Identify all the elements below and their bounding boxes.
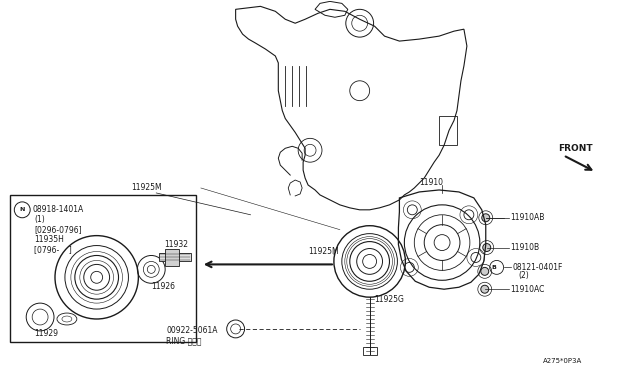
Text: B: B bbox=[492, 265, 496, 270]
Text: 08121-0401F: 08121-0401F bbox=[513, 263, 563, 272]
Text: 11925G: 11925G bbox=[374, 295, 404, 304]
Text: 11910AC: 11910AC bbox=[511, 285, 545, 294]
Text: 08918-1401A: 08918-1401A bbox=[32, 205, 83, 214]
Circle shape bbox=[483, 244, 491, 251]
Bar bbox=[165, 248, 179, 266]
Text: RING リング: RING リング bbox=[166, 336, 202, 345]
Text: 11932: 11932 bbox=[164, 240, 188, 249]
Text: 11926: 11926 bbox=[151, 282, 175, 291]
Text: A275*0P3A: A275*0P3A bbox=[543, 358, 582, 364]
Text: N: N bbox=[20, 207, 25, 212]
Bar bbox=[363, 347, 376, 355]
Text: 11910B: 11910B bbox=[511, 243, 540, 252]
Text: [0296-0796]: [0296-0796] bbox=[34, 225, 82, 234]
Text: 11925M: 11925M bbox=[131, 183, 162, 192]
Text: 00922-5061A: 00922-5061A bbox=[166, 326, 218, 336]
Circle shape bbox=[481, 285, 489, 293]
Text: FRONT: FRONT bbox=[558, 144, 593, 153]
Text: (2): (2) bbox=[518, 271, 529, 280]
Text: 11935H: 11935H bbox=[34, 235, 64, 244]
Bar bbox=[10, 195, 196, 342]
Text: 11910AB: 11910AB bbox=[511, 213, 545, 222]
Text: [0796-    ]: [0796- ] bbox=[34, 245, 72, 254]
Bar bbox=[439, 116, 457, 145]
Text: (1): (1) bbox=[34, 215, 45, 224]
Text: 11925M: 11925M bbox=[308, 247, 339, 256]
Circle shape bbox=[482, 214, 490, 222]
Text: 11910: 11910 bbox=[419, 177, 444, 186]
Text: 11929: 11929 bbox=[34, 329, 58, 339]
Circle shape bbox=[481, 267, 489, 275]
Bar bbox=[159, 253, 191, 262]
